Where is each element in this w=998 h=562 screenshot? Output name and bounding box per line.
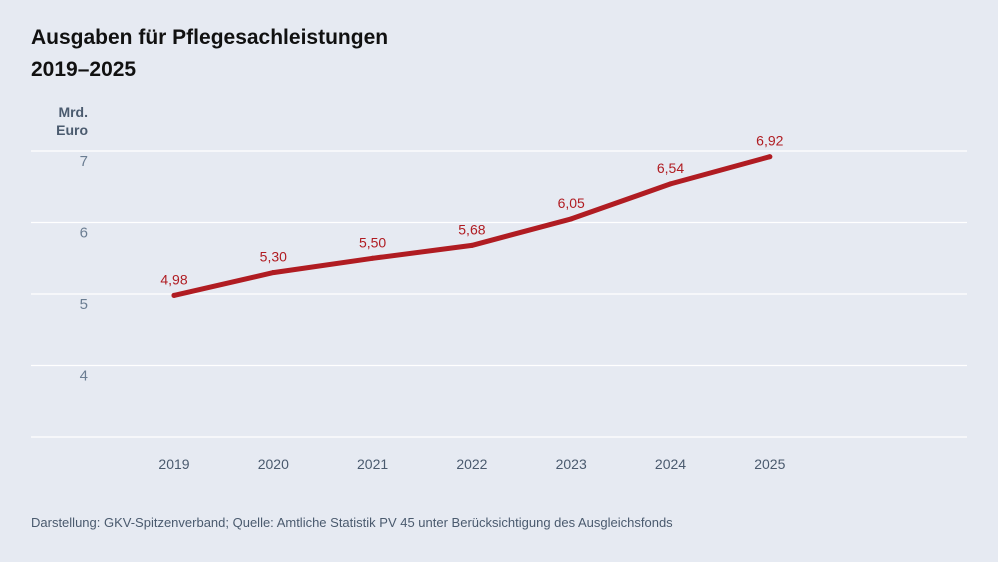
data-point xyxy=(668,181,673,187)
x-tick-label: 2025 xyxy=(754,456,785,472)
data-label: 6,92 xyxy=(756,133,783,149)
chart-subtitle: 2019–2025 xyxy=(31,58,137,81)
data-point xyxy=(270,270,276,276)
y-axis-unit-label-line-2: Euro xyxy=(56,122,88,138)
data-point xyxy=(767,154,773,160)
x-tick-label: 2021 xyxy=(357,456,388,472)
data-point xyxy=(370,255,376,261)
x-tick-label: 2019 xyxy=(158,456,189,472)
data-label: 6,05 xyxy=(558,195,585,211)
y-tick-label: 4 xyxy=(80,368,88,385)
line-chart: 4 5 6 7 2019 2020 2021 2022 2023 2024 2025 4,98 5,30… xyxy=(31,133,967,472)
data-label: 5,68 xyxy=(458,221,485,237)
data-label: 5,50 xyxy=(359,234,386,250)
x-tick-label: 2024 xyxy=(655,456,686,472)
x-tick-label: 2023 xyxy=(556,456,587,472)
data-label: 5,30 xyxy=(260,249,287,265)
y-tick-label: 6 xyxy=(80,225,88,242)
data-label: 4,98 xyxy=(160,271,187,287)
y-tick-label: 7 xyxy=(80,153,88,170)
y-axis-unit-label-line-1: Mrd. xyxy=(58,104,88,120)
y-tick-label: 5 xyxy=(80,296,88,313)
x-tick-label: 2022 xyxy=(456,456,487,472)
x-tick-label: 2020 xyxy=(258,456,289,472)
data-point xyxy=(469,242,475,248)
source-note: Darstellung: GKV-Spitzenverband; Quelle:… xyxy=(31,515,673,530)
chart-title: Ausgaben für Pflegesachleistungen xyxy=(31,26,389,49)
data-point xyxy=(568,216,574,222)
data-point xyxy=(171,292,177,298)
data-label: 6,54 xyxy=(657,160,684,176)
